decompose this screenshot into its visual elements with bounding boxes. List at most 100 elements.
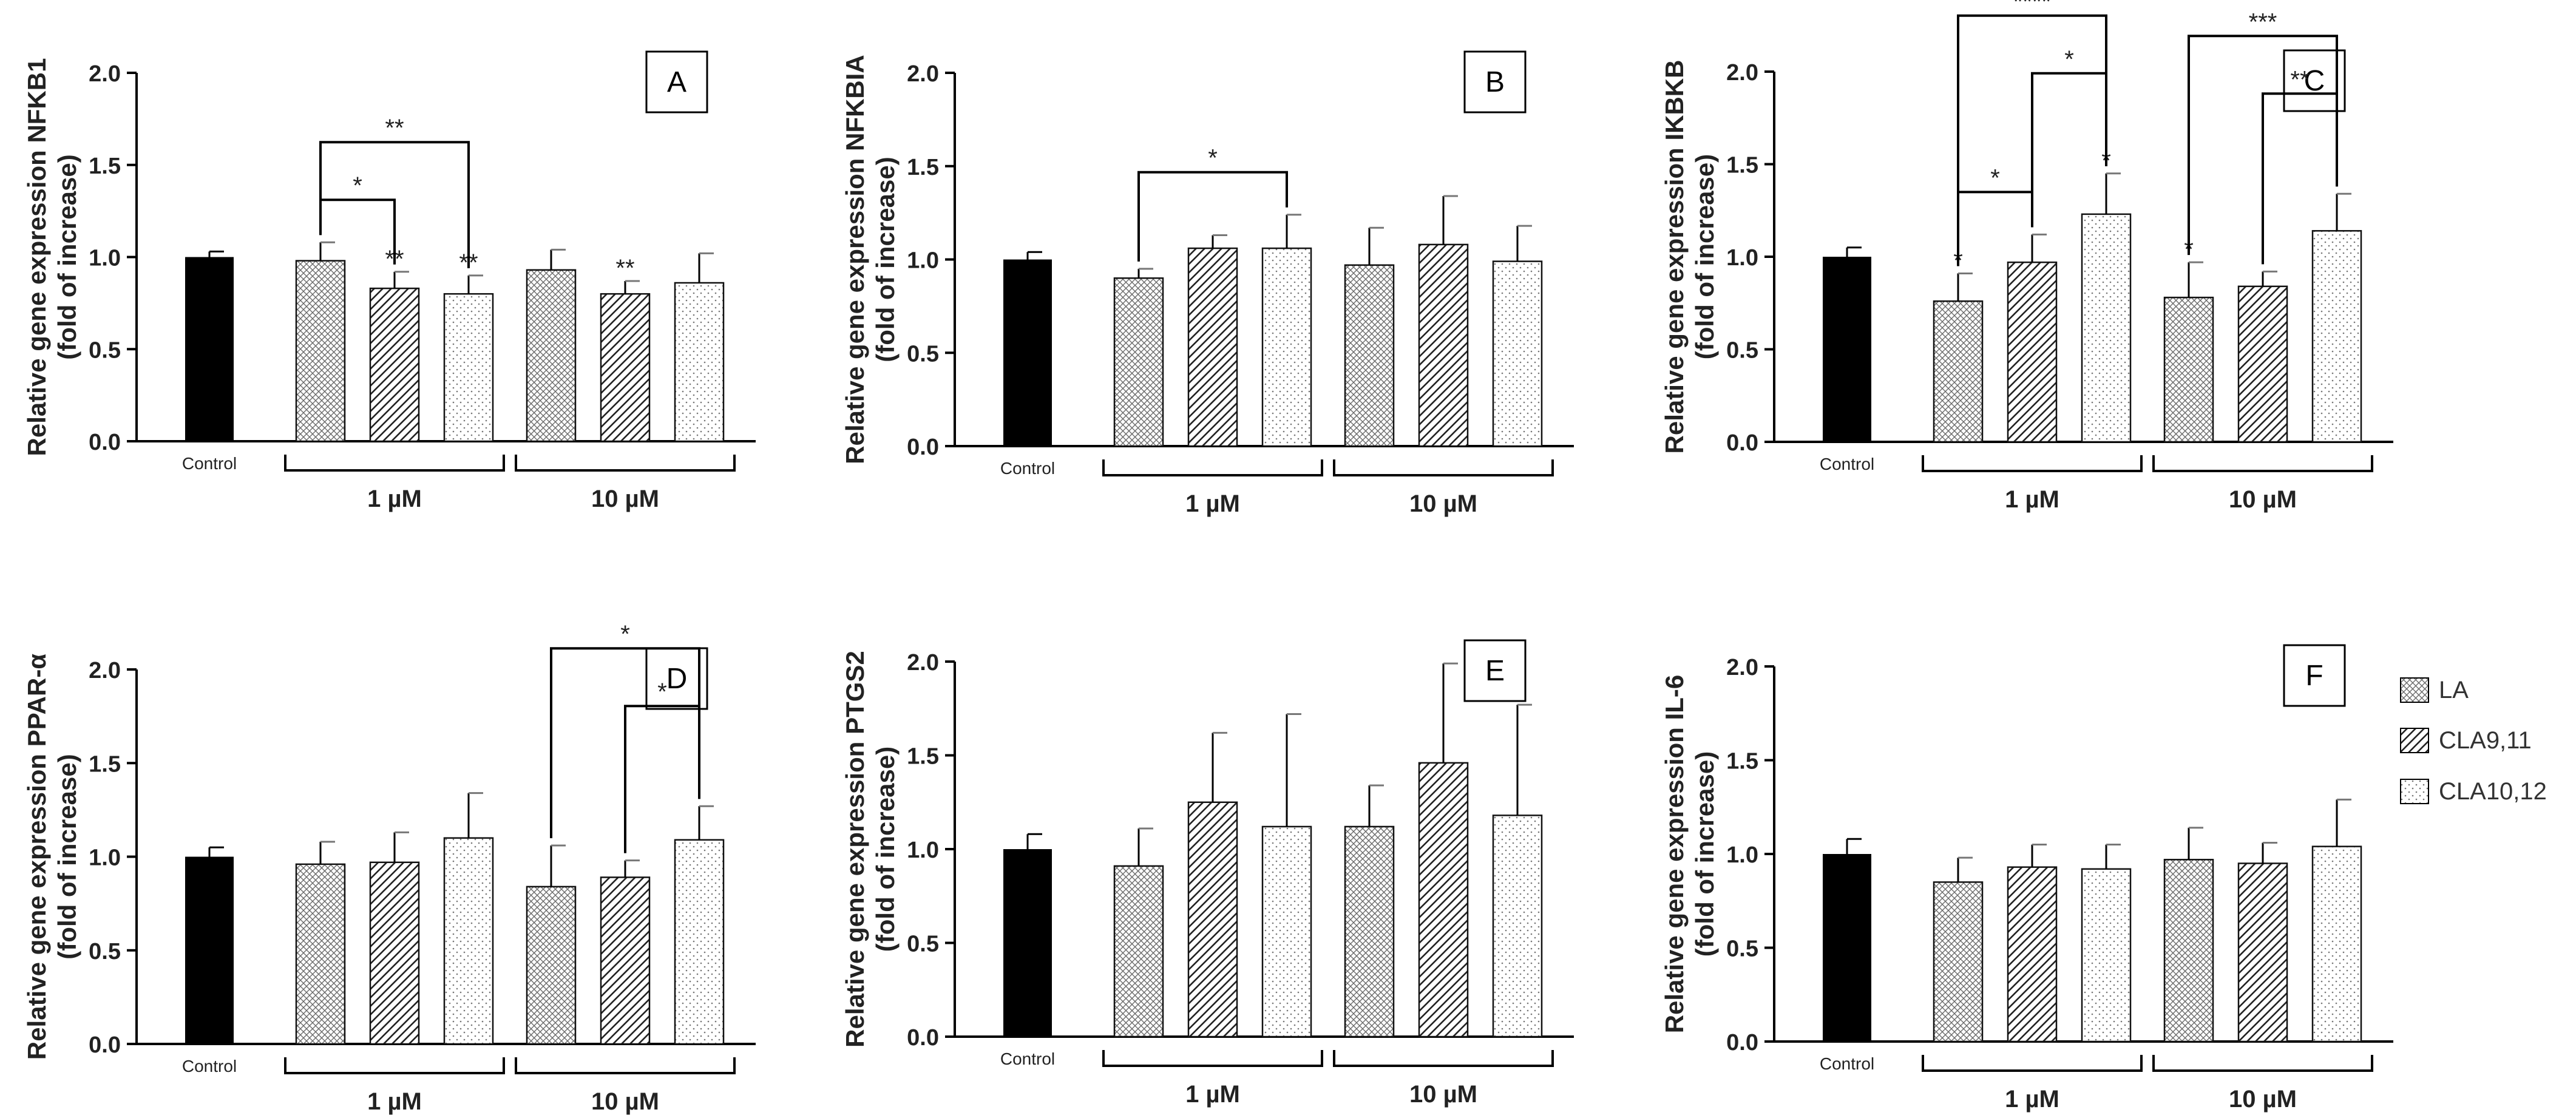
bar-e-g1-s2 (1492, 815, 1543, 1038)
group-bracket-a (284, 455, 505, 472)
bar-a-g1-s2 (674, 282, 725, 442)
bar-b-g0-s0 (1113, 277, 1164, 447)
x-label-control-d: Control (182, 1057, 237, 1076)
group-bracket-f (2152, 1055, 2373, 1072)
panel-label-box-a (645, 50, 708, 113)
y-tick-label-b: 2.0 (907, 61, 939, 87)
y-tick-label-a: 2.0 (89, 61, 121, 87)
y-axis-label-c: Relative gene expression IKBKB (1660, 60, 1689, 454)
comparison-bracket-c (2031, 72, 2107, 228)
y-tick-label-a: 0.5 (89, 337, 121, 363)
y-tick-label-e: 0.0 (907, 1025, 939, 1051)
y-tick-label-c: 0.0 (1726, 430, 1758, 456)
y-tick-label-a: 1.0 (89, 246, 121, 271)
bar-c-g1-s1 (2237, 285, 2288, 443)
bar-d-g0-s0 (295, 863, 346, 1045)
bar-e-g0-s0 (1113, 865, 1164, 1038)
y-tick-label-c: 1.5 (1726, 153, 1758, 178)
bar-control-e (1003, 849, 1052, 1037)
y-tick-label-e: 0.5 (907, 932, 939, 957)
comparison-label-a: ** (385, 115, 404, 141)
bar-d-g1-s1 (600, 876, 651, 1045)
bar-d-g1-s2 (674, 839, 725, 1045)
panel-label-d: D (666, 663, 688, 695)
group-bracket-b (1102, 459, 1323, 476)
comparison-label-d: * (620, 621, 630, 648)
y-tick-label-d: 1.5 (89, 751, 121, 777)
bar-d-g0-s2 (443, 837, 494, 1045)
y-tick-label-f: 0.0 (1726, 1030, 1758, 1055)
panel-label-box-c (2283, 49, 2346, 112)
bar-c-g0-s0 (1933, 300, 1984, 443)
y-axis-label-f: (fold of increase) (1690, 751, 1719, 957)
group-label-e: 1 µM (1185, 1081, 1240, 1108)
x-label-control-b: Control (1000, 459, 1055, 478)
y-tick-label-b: 1.0 (907, 248, 939, 274)
group-bracket-e (1333, 1050, 1554, 1067)
bar-a-g0-s0 (295, 260, 346, 442)
comparison-label-b: * (1208, 145, 1218, 172)
bar-f-g1-s0 (2163, 859, 2214, 1043)
panel-f: 0.0 0.5 1.0 1.5 2.0 Relative gene expression … (1660, 644, 2393, 1113)
bar-control-d (185, 856, 234, 1044)
comparison-bracket-c (1957, 14, 2107, 266)
group-bracket-d (284, 1057, 505, 1074)
x-label-control-c: Control (1820, 455, 1874, 473)
legend-swatch-cla10-12 (2400, 779, 2429, 804)
x-label-control-a: Control (182, 454, 237, 473)
comparison-bracket-c (2188, 35, 2338, 256)
bar-e-g0-s1 (1187, 801, 1238, 1038)
group-label-d: 1 µM (367, 1088, 422, 1115)
panel-label-box-e (1463, 639, 1527, 702)
y-tick-label-c: 0.5 (1726, 338, 1758, 364)
bar-d-g0-s1 (369, 861, 420, 1045)
bar-c-g0-s1 (2007, 261, 2058, 443)
y-axis-label-e: (fold of increase) (871, 747, 900, 952)
y-tick-label-b: 1.5 (907, 155, 939, 180)
x-label-control-f: Control (1820, 1054, 1874, 1073)
bar-a-g0-s2 (443, 293, 494, 442)
bar-control-a (185, 257, 234, 441)
y-axis-label-a: (fold of increase) (53, 154, 81, 359)
bar-c-g0-s2 (2081, 213, 2132, 443)
group-bracket-c (1922, 455, 2143, 472)
bar-control-b (1003, 259, 1052, 446)
group-bracket-b (1333, 459, 1554, 476)
y-tick-label-e: 2.0 (907, 650, 939, 676)
comparison-label-c: * (2064, 46, 2074, 73)
legend-label-cla10-12: CLA10,12 (2439, 778, 2547, 805)
y-tick-label-b: 0.0 (907, 435, 939, 460)
panel-label-box-f (2283, 644, 2346, 707)
panel-b: 0.0 0.5 1.0 1.5 2.0 Relative gene expression … (841, 50, 1574, 517)
bar-f-g1-s2 (2311, 845, 2362, 1043)
bar-c-g1-s2 (2311, 230, 2362, 443)
y-tick-label-d: 1.0 (89, 845, 121, 871)
comparison-label-c: * (1990, 164, 2000, 191)
comparison-label-a: * (353, 172, 362, 199)
group-bracket-c (2152, 455, 2373, 472)
bar-control-f (1823, 854, 1871, 1042)
y-tick-label-e: 1.0 (907, 838, 939, 863)
y-tick-label-f: 2.0 (1726, 655, 1758, 680)
y-tick-label-f: 1.5 (1726, 749, 1758, 774)
bar-b-g1-s1 (1418, 243, 1469, 447)
y-axis-label-b: (fold of increase) (871, 157, 900, 362)
y-tick-label-d: 0.0 (89, 1032, 121, 1058)
group-label-c: 1 µM (2005, 486, 2059, 513)
panel-label-box-d (645, 647, 708, 710)
y-tick-label-f: 1.0 (1726, 842, 1758, 868)
bar-b-g1-s2 (1492, 260, 1543, 447)
legend-label-cla9-11: CLA9,11 (2439, 727, 2532, 754)
y-tick-label-d: 2.0 (89, 658, 121, 683)
panel-label-a: A (667, 66, 686, 98)
y-tick-label-a: 1.5 (89, 154, 121, 179)
bar-d-g1-s0 (526, 886, 577, 1045)
legend-item-cla10-12: CLA10,12 (2400, 778, 2547, 805)
group-label-b: 1 µM (1185, 490, 1240, 517)
group-label-d: 10 µM (591, 1088, 659, 1115)
bar-a-g1-s0 (526, 269, 577, 442)
panel-d: 0.0 0.5 1.0 1.5 2.0 Relative gene expression … (22, 621, 756, 1115)
y-axis-label-b: Relative gene expression NFKBIA (841, 55, 869, 464)
comparison-label-c: **** (2013, 0, 2051, 15)
